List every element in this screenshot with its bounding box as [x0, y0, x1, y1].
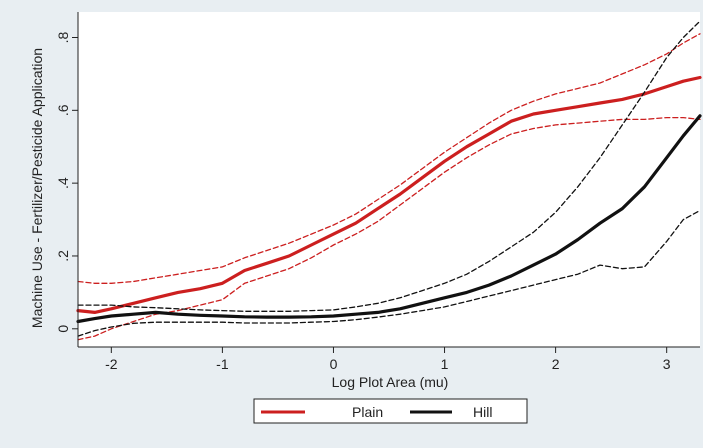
axes-layer: -2 -1 0 1 2 3 0 .2 .4 .6 .8	[55, 12, 700, 372]
y-tick-label: .6	[55, 104, 71, 116]
x-tick-label: 0	[330, 356, 338, 372]
y-tick-label: 0	[55, 325, 71, 333]
x-tick-label: 3	[663, 356, 671, 372]
x-tick-label: -1	[216, 356, 229, 372]
legend-label-plain: Plain	[352, 404, 383, 420]
y-tick-label: .8	[55, 31, 71, 43]
legend-label-hill: Hill	[473, 404, 492, 420]
y-axis-label: Machine Use - Fertilizer/Pesticide Appli…	[29, 48, 45, 328]
series-layer	[76, 20, 702, 341]
series-line-hill	[76, 114, 702, 324]
x-tick-label: 2	[552, 356, 560, 372]
plot-area	[78, 12, 700, 347]
x-tick-label: 1	[441, 356, 449, 372]
series-line-plain	[76, 75, 702, 314]
y-tick-label: .4	[55, 177, 71, 189]
y-tick-label: .2	[55, 250, 71, 262]
series-line-plain-lower-ci	[77, 116, 701, 341]
x-axis-label: Log Plot Area (mu)	[332, 374, 449, 390]
series-line-hill-lower-ci	[77, 209, 701, 337]
x-tick-label: -2	[105, 356, 118, 372]
legend: Plain Hill	[253, 398, 528, 424]
series-line-hill-upper-ci	[77, 20, 701, 312]
series-line-plain-upper-ci	[77, 33, 701, 284]
